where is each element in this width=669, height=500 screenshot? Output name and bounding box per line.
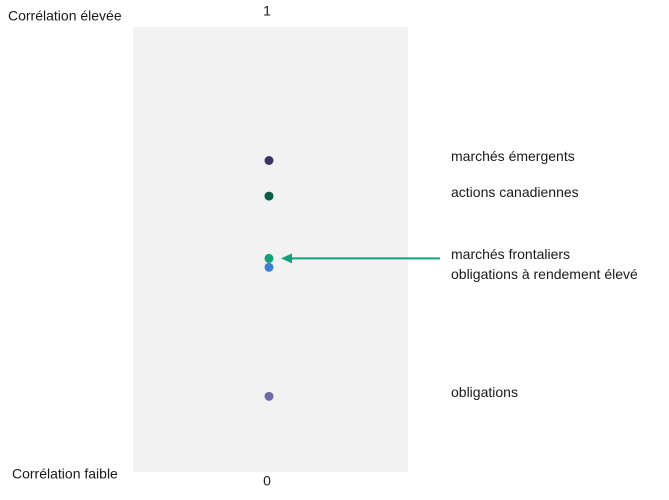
low-label: Corrélation faible	[12, 466, 118, 482]
series-label: actions canadiennes	[451, 184, 579, 200]
series-label: obligations	[451, 384, 518, 400]
dot	[264, 253, 274, 263]
arrow-head	[281, 253, 292, 264]
series-label: marchés frontaliers	[451, 246, 570, 262]
dot	[264, 156, 274, 165]
dot	[264, 262, 274, 272]
high-label: Corrélation élevée	[8, 8, 122, 24]
y-tick-label: 0	[263, 473, 271, 489]
dot	[264, 191, 274, 201]
series-label: obligations à rendement élevé	[451, 266, 638, 282]
series-label: marchés émergents	[451, 148, 575, 164]
plot-area	[133, 27, 408, 472]
y-tick-label: 1	[263, 3, 271, 19]
dot	[264, 391, 274, 401]
